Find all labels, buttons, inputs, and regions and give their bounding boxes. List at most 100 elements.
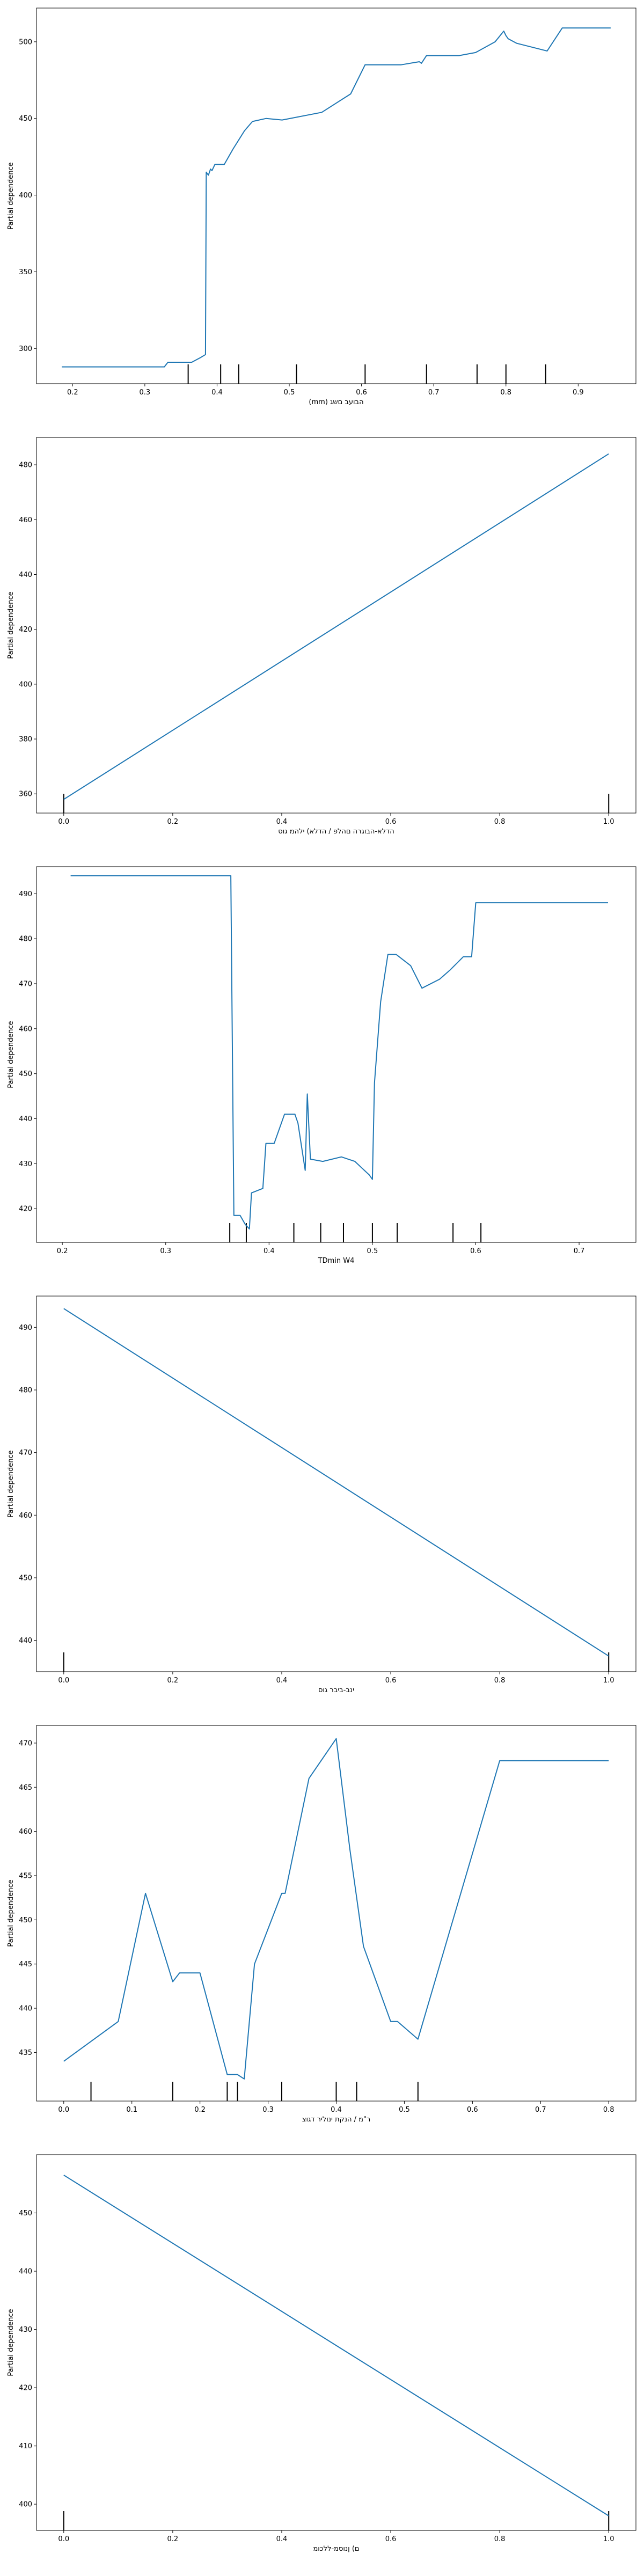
y-tick-label: 440 bbox=[19, 2005, 32, 2013]
x-tick-label: 0.7 bbox=[574, 1247, 585, 1255]
x-tick-label: 0.4 bbox=[276, 818, 288, 826]
y-axis-label: Partial dependence bbox=[7, 162, 15, 229]
y-tick-label: 465 bbox=[19, 1784, 32, 1792]
x-axis-label: הדלא-הבוגרה םהלפ / הדלא) ילהמ גוס bbox=[278, 828, 394, 836]
x-tick-label: 0.5 bbox=[284, 389, 295, 397]
y-tick-label: 400 bbox=[19, 2501, 32, 2509]
x-tick-label: 0.4 bbox=[264, 1247, 275, 1255]
pd-chart-3: 0.2 0.3 0.4 0.5 0.6 0.7 420 430 440 450 460 470 480 4… bbox=[7, 866, 636, 1265]
pd-chart-4: 0.0 0.2 0.4 0.6 0.8 1.0 440 450 460 470 480 490 ינב-… bbox=[7, 1296, 636, 1694]
x-axis-label: ינב-ביבר גוס bbox=[318, 1686, 354, 1694]
x-tick-label: 1.0 bbox=[603, 818, 614, 826]
plot-frame bbox=[36, 437, 636, 814]
y-axis-label: Partial dependence bbox=[7, 1450, 15, 1517]
y-tick-label: 360 bbox=[19, 791, 32, 799]
pd-chart-5: 0.0 0.1 0.2 0.3 0.4 0.5 0.6 0.7 0.8 435 440 445 450 4… bbox=[7, 1725, 636, 2124]
x-tick-label: 0.2 bbox=[194, 2106, 206, 2114]
x-tick-label: 0.4 bbox=[331, 2106, 342, 2114]
x-tick-label: 0.7 bbox=[428, 389, 440, 397]
x-tick-label: 0.9 bbox=[573, 389, 584, 397]
x-tick-label: 0.0 bbox=[58, 1677, 69, 1685]
pd-line bbox=[63, 1738, 609, 2080]
y-axis-label: Partial dependence bbox=[7, 1021, 15, 1088]
pd-chart-1: 0.2 0.3 0.4 0.5 0.6 0.7 0.8 0.9 300 350 400 450 500 (… bbox=[7, 8, 636, 406]
x-tick-label: 0.6 bbox=[385, 2535, 397, 2543]
y-tick-label: 410 bbox=[19, 2442, 32, 2450]
y-tick-label: 490 bbox=[19, 1324, 32, 1332]
y-tick-label: 420 bbox=[19, 626, 32, 634]
x-tick-label: 0.8 bbox=[494, 2535, 506, 2543]
y-tick-label: 445 bbox=[19, 1960, 32, 1968]
pd-chart-6: 0.0 0.2 0.4 0.6 0.8 1.0 400 410 420 430 440 450 ם) ן… bbox=[7, 2154, 636, 2553]
y-tick-label: 480 bbox=[19, 462, 32, 470]
y-axis-label: Partial dependence bbox=[7, 2309, 15, 2376]
y-tick-label: 500 bbox=[19, 38, 32, 46]
y-tick-label: 430 bbox=[19, 2326, 32, 2334]
y-tick-label: 455 bbox=[19, 1872, 32, 1880]
x-tick-label: 0.2 bbox=[167, 1677, 179, 1685]
y-tick-label: 450 bbox=[19, 2209, 32, 2218]
plot-frame bbox=[36, 1296, 636, 1672]
y-tick-label: 460 bbox=[19, 1025, 32, 1033]
y-tick-label: 480 bbox=[19, 935, 32, 943]
x-tick-label: 0.4 bbox=[276, 2535, 288, 2543]
pd-line bbox=[63, 2175, 609, 2516]
x-tick-label: 0.4 bbox=[276, 1677, 288, 1685]
y-tick-label: 450 bbox=[19, 1916, 32, 1924]
pd-line bbox=[63, 453, 609, 800]
plot-frame bbox=[36, 866, 636, 1243]
plot-frame bbox=[36, 8, 636, 384]
plot-frame bbox=[36, 1725, 636, 2102]
x-axis-label: ם) ןנוסמ-ללכומ bbox=[313, 2545, 359, 2553]
x-tick-label: 0.7 bbox=[535, 2106, 546, 2114]
x-tick-label: 0.2 bbox=[57, 1247, 68, 1255]
y-tick-label: 440 bbox=[19, 571, 32, 579]
x-tick-label: 0.6 bbox=[470, 1247, 481, 1255]
y-tick-label: 400 bbox=[19, 192, 32, 200]
y-tick-label: 400 bbox=[19, 680, 32, 689]
x-axis-label: TDmin W4 bbox=[318, 1257, 355, 1265]
pd-line bbox=[62, 27, 611, 368]
plot-frame bbox=[36, 2154, 636, 2531]
y-tick-label: 460 bbox=[19, 516, 32, 524]
x-tick-label: 0.5 bbox=[367, 1247, 378, 1255]
y-tick-label: 470 bbox=[19, 980, 32, 988]
pd-line bbox=[70, 875, 608, 1230]
x-tick-label: 0.6 bbox=[467, 2106, 478, 2114]
pd-chart-2: 0.0 0.2 0.4 0.6 0.8 1.0 360 380 400 420 440 460 480 ה… bbox=[7, 437, 636, 836]
y-tick-label: 450 bbox=[19, 115, 32, 123]
y-tick-label: 435 bbox=[19, 2049, 32, 2057]
x-tick-label: 0.8 bbox=[500, 389, 511, 397]
y-tick-label: 440 bbox=[19, 2268, 32, 2276]
y-tick-label: 420 bbox=[19, 1205, 32, 1213]
x-tick-label: 0.6 bbox=[356, 389, 367, 397]
y-tick-label: 480 bbox=[19, 1387, 32, 1395]
y-tick-label: 450 bbox=[19, 1070, 32, 1078]
x-tick-label: 0.8 bbox=[494, 1677, 506, 1685]
x-tick-label: 0.8 bbox=[494, 818, 506, 826]
y-tick-label: 450 bbox=[19, 1575, 32, 1583]
x-tick-label: 0.8 bbox=[603, 2106, 614, 2114]
y-tick-label: 470 bbox=[19, 1739, 32, 1747]
x-axis-label: ר"מ / הנקת ינוליר דגוצ bbox=[302, 2116, 371, 2124]
x-tick-label: 0.5 bbox=[399, 2106, 410, 2114]
y-tick-label: 490 bbox=[19, 890, 32, 898]
x-tick-label: 0.4 bbox=[211, 389, 223, 397]
y-tick-label: 440 bbox=[19, 1115, 32, 1123]
x-tick-label: 0.0 bbox=[58, 2106, 69, 2114]
y-tick-label: 300 bbox=[19, 345, 32, 353]
x-tick-label: 0.3 bbox=[140, 389, 151, 397]
y-tick-label: 460 bbox=[19, 1512, 32, 1520]
x-tick-label: 0.0 bbox=[58, 2535, 69, 2543]
y-axis-label: Partial dependence bbox=[7, 1879, 15, 1946]
y-tick-label: 460 bbox=[19, 1828, 32, 1836]
x-tick-label: 1.0 bbox=[603, 2535, 614, 2543]
y-tick-label: 430 bbox=[19, 1160, 32, 1168]
x-tick-label: 0.3 bbox=[160, 1247, 171, 1255]
y-tick-label: 440 bbox=[19, 1637, 32, 1645]
x-tick-label: 0.2 bbox=[167, 2535, 179, 2543]
x-axis-label: (mm) הבועב םשג bbox=[309, 398, 363, 406]
x-tick-label: 0.1 bbox=[126, 2106, 137, 2114]
y-axis-label: Partial dependence bbox=[7, 591, 15, 658]
y-tick-label: 420 bbox=[19, 2384, 32, 2392]
